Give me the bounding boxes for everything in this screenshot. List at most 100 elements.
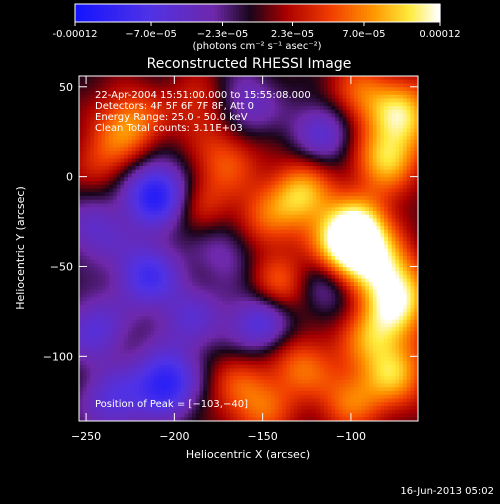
heatmap-cell	[297, 204, 301, 208]
heatmap-cell	[297, 207, 301, 211]
heatmap-cell	[260, 222, 264, 226]
heatmap-cell	[316, 166, 320, 170]
heatmap-cell	[90, 207, 94, 211]
heatmap-cell	[136, 80, 140, 84]
heatmap-cell	[350, 99, 354, 103]
heatmap-cell	[301, 252, 305, 256]
heatmap-cell	[162, 84, 166, 88]
heatmap-cell	[331, 151, 335, 155]
heatmap-cell	[346, 260, 350, 264]
heatmap-cell	[113, 271, 117, 275]
heatmap-cell	[215, 207, 219, 211]
heatmap-cell	[109, 177, 113, 181]
heatmap-cell	[83, 189, 87, 193]
heatmap-cell	[316, 267, 320, 271]
heatmap-cell	[143, 200, 147, 204]
heatmap-cell	[79, 222, 83, 226]
heatmap-cell	[354, 102, 358, 106]
heatmap-cell	[377, 252, 381, 256]
heatmap-cell	[230, 256, 234, 260]
heatmap-cell	[335, 215, 339, 219]
heatmap-cell	[294, 219, 298, 223]
heatmap-cell	[184, 204, 188, 208]
heatmap-cell	[343, 136, 347, 140]
heatmap-cell	[124, 166, 128, 170]
heatmap-cell	[124, 181, 128, 185]
heatmap-cell	[335, 147, 339, 151]
heatmap-cell	[154, 196, 158, 200]
heatmap-cell	[301, 76, 305, 80]
heatmap-cell	[105, 264, 109, 268]
heatmap-cell	[211, 155, 215, 159]
heatmap-cell	[358, 129, 362, 133]
heatmap-cell	[218, 264, 222, 268]
heatmap-cell	[252, 76, 256, 80]
heatmap-cell	[120, 76, 124, 80]
heatmap-cell	[305, 140, 309, 144]
heatmap-cell	[79, 237, 83, 241]
heatmap-cell	[320, 267, 324, 271]
heatmap-cell	[407, 185, 411, 189]
heatmap-cell	[343, 245, 347, 249]
heatmap-cell	[230, 222, 234, 226]
heatmap-cell	[117, 230, 121, 234]
heatmap-cell	[128, 252, 132, 256]
heatmap-cell	[83, 222, 87, 226]
heatmap-cell	[331, 91, 335, 95]
heatmap-cell	[335, 211, 339, 215]
heatmap-cell	[279, 117, 283, 121]
heatmap-cell	[297, 129, 301, 133]
heatmap-cell	[286, 196, 290, 200]
heatmap-cell	[369, 117, 373, 121]
heatmap-cell	[380, 102, 384, 106]
heatmap-cell	[260, 237, 264, 241]
heatmap-cell	[90, 192, 94, 196]
heatmap-cell	[218, 159, 222, 163]
heatmap-cell	[132, 211, 136, 215]
heatmap-cell	[275, 136, 279, 140]
heatmap-cell	[324, 121, 328, 125]
heatmap-cell	[395, 84, 399, 88]
heatmap-cell	[151, 245, 155, 249]
heatmap-cell	[94, 159, 98, 163]
heatmap-cell	[94, 226, 98, 230]
heatmap-cell	[331, 125, 335, 129]
heatmap-cell	[256, 151, 260, 155]
heatmap-cell	[305, 129, 309, 133]
heatmap-cell	[392, 125, 396, 129]
heatmap-cell	[218, 260, 222, 264]
heatmap-cell	[282, 155, 286, 159]
heatmap-cell	[79, 271, 83, 275]
heatmap-cell	[87, 155, 91, 159]
heatmap-cell	[218, 192, 222, 196]
heatmap-cell	[324, 275, 328, 279]
heatmap-cell	[124, 144, 128, 148]
heatmap-cell	[282, 241, 286, 245]
heatmap-cell	[358, 95, 362, 99]
heatmap-cell	[301, 155, 305, 159]
heatmap-cell	[271, 151, 275, 155]
heatmap-cell	[79, 226, 83, 230]
heatmap-cell	[128, 84, 132, 88]
heatmap-cell	[177, 275, 181, 279]
heatmap-cell	[373, 170, 377, 174]
heatmap-cell	[407, 147, 411, 151]
heatmap-cell	[410, 125, 414, 129]
heatmap-cell	[211, 159, 215, 163]
heatmap-cell	[275, 252, 279, 256]
heatmap-cell	[320, 129, 324, 133]
heatmap-cell	[301, 110, 305, 114]
heatmap-cell	[162, 230, 166, 234]
heatmap-cell	[249, 256, 253, 260]
heatmap-cell	[260, 117, 264, 121]
heatmap-cell	[320, 170, 324, 174]
heatmap-cell	[410, 230, 414, 234]
heatmap-cell	[207, 185, 211, 189]
heatmap-cell	[173, 207, 177, 211]
heatmap-cell	[102, 177, 106, 181]
heatmap-cell	[87, 95, 91, 99]
heatmap-cell	[377, 234, 381, 238]
heatmap-cell	[218, 84, 222, 88]
heatmap-cell	[90, 80, 94, 84]
heatmap-cell	[346, 125, 350, 129]
